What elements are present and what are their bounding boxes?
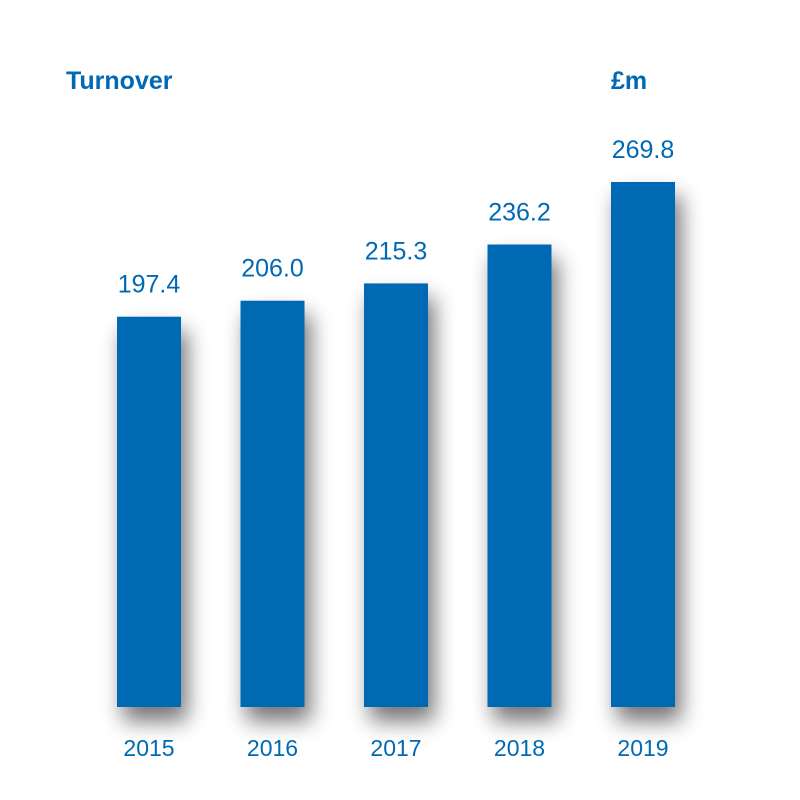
bar-2017 (364, 283, 428, 707)
bar-2015 (117, 316, 181, 707)
x-axis-tick-labels: 2015 2016 2017 2018 2019 (123, 735, 668, 761)
bars-group (117, 182, 675, 707)
x-tick-label-2015: 2015 (123, 735, 174, 761)
x-tick-label-2019: 2019 (617, 735, 668, 761)
x-tick-label-2017: 2017 (370, 735, 421, 761)
value-label-2019: 269.8 (612, 136, 675, 164)
bar-2019 (611, 182, 675, 707)
value-label-2015: 197.4 (118, 271, 181, 299)
x-tick-label-2016: 2016 (247, 735, 298, 761)
chart-title: Turnover (66, 67, 173, 95)
value-labels-group: 197.4 206.0 215.3 236.2 269.8 (118, 136, 675, 299)
value-label-2016: 206.0 (241, 255, 304, 283)
bar-2018 (487, 244, 552, 707)
x-tick-label-2018: 2018 (494, 735, 545, 761)
bar-2016 (240, 300, 305, 707)
value-label-2018: 236.2 (488, 199, 551, 227)
unit-label: £m (611, 67, 647, 95)
value-label-2017: 215.3 (365, 237, 428, 265)
